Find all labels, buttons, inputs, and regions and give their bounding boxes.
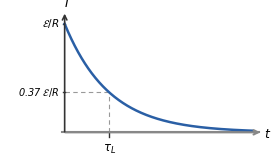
Text: $\mathcal{E}/R$: $\mathcal{E}/R$: [42, 17, 59, 30]
Text: 0.37 $\mathcal{E}/R$: 0.37 $\mathcal{E}/R$: [18, 86, 59, 99]
Text: $\it{I}$: $\it{I}$: [64, 0, 70, 10]
Text: t: t: [264, 128, 269, 141]
Text: $\tau_L$: $\tau_L$: [103, 143, 116, 154]
